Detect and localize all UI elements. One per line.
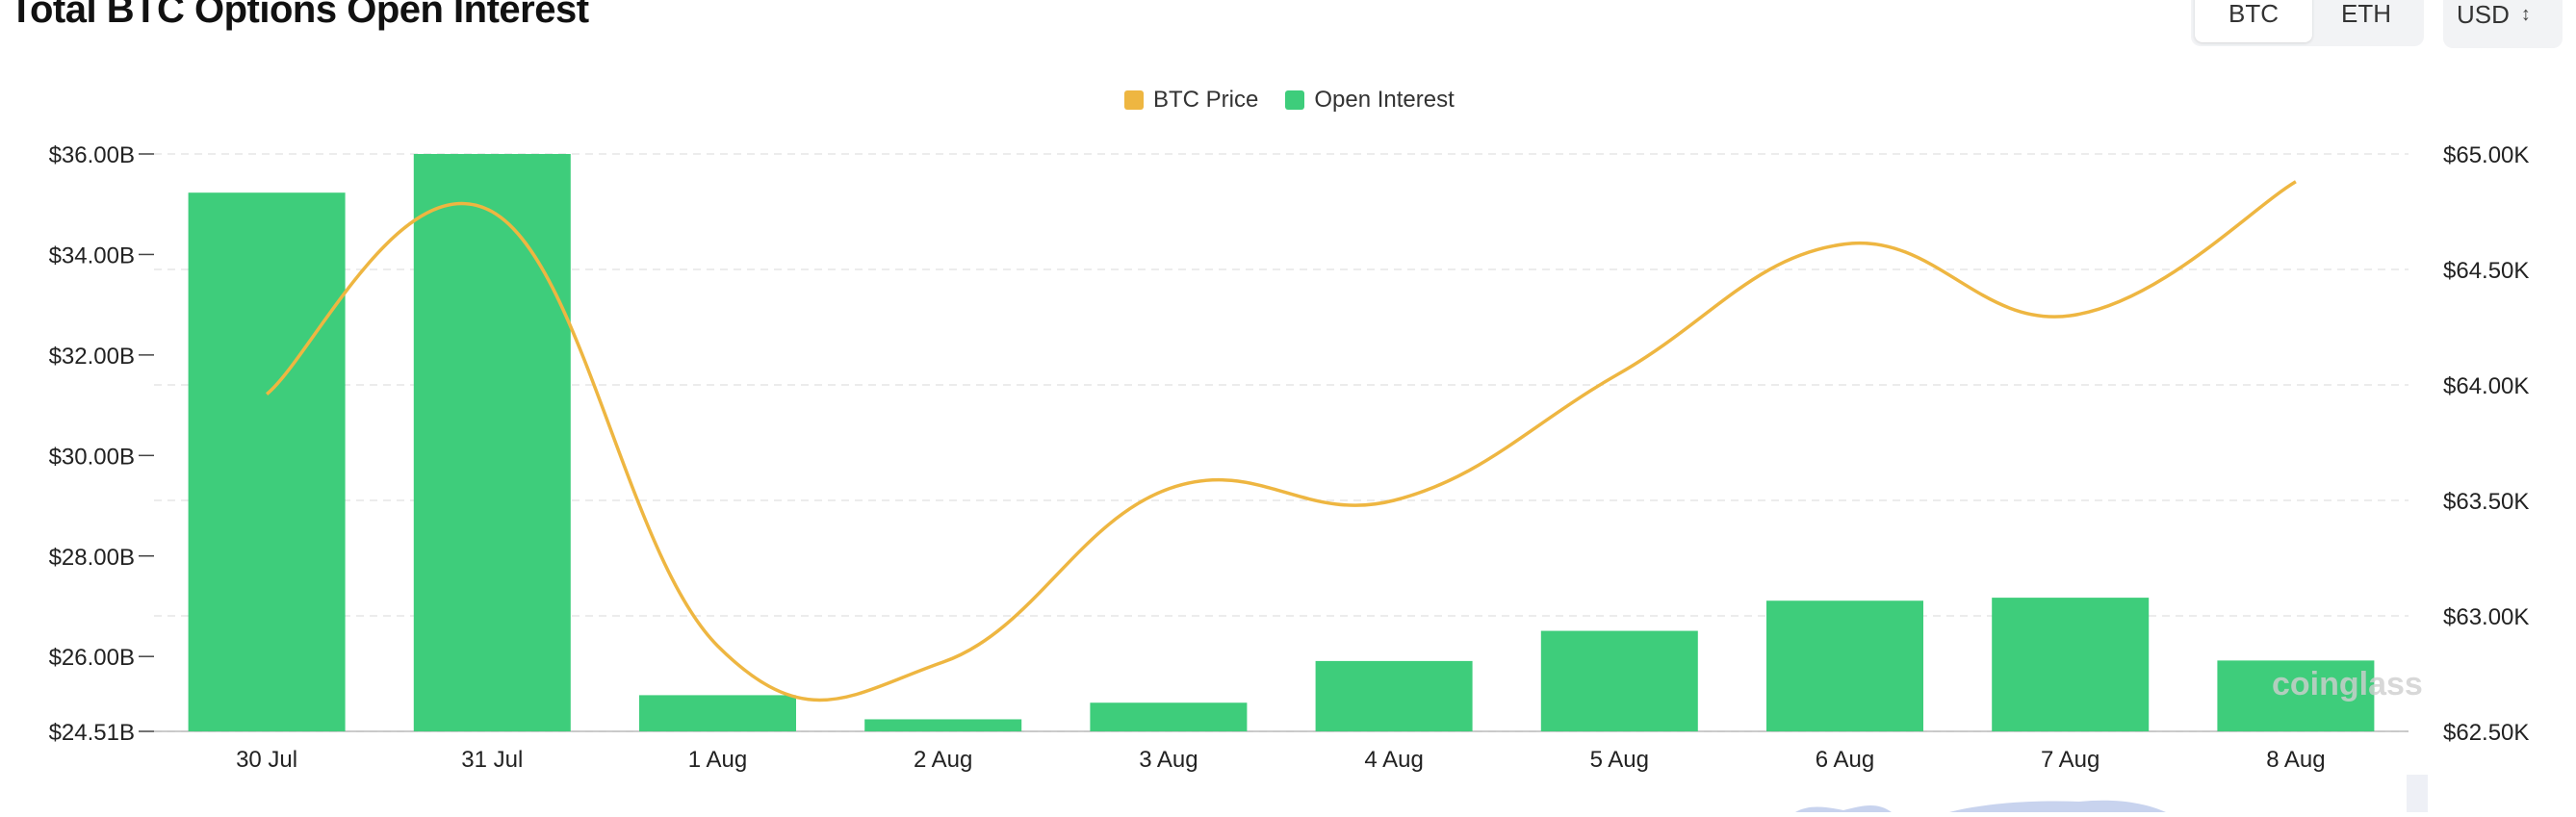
x-axis-tick-label: 2 Aug xyxy=(914,747,972,773)
open-interest-bar[interactable] xyxy=(1540,630,1698,731)
left-axis-tick-label: $34.00B xyxy=(49,243,135,268)
open-interest-bar[interactable] xyxy=(1315,660,1473,731)
open-interest-bar[interactable] xyxy=(2217,660,2375,731)
chart-zoom-slider[interactable] xyxy=(0,775,2576,812)
x-axis-tick-label: 1 Aug xyxy=(688,747,747,773)
currency-select-value: USD xyxy=(2457,0,2510,29)
chart-legend: BTC Price Open Interest xyxy=(1124,87,1455,114)
legend-label-open-interest: Open Interest xyxy=(1314,87,1455,113)
left-axis-tick-label: $24.51B xyxy=(49,720,135,746)
open-interest-bar[interactable] xyxy=(188,192,346,732)
right-axis-tick-label: $65.00K xyxy=(2443,142,2529,168)
x-axis-tick-label: 3 Aug xyxy=(1139,747,1198,773)
chevron-updown-icon: ↕ xyxy=(2520,3,2531,25)
asset-toggle: BTC ETH xyxy=(2191,0,2424,46)
right-axis-tick-label: $63.50K xyxy=(2443,489,2529,515)
open-interest-bar[interactable] xyxy=(1992,598,2150,731)
btc-price-line[interactable] xyxy=(265,180,2297,702)
open-interest-bar[interactable] xyxy=(1090,702,1248,731)
currency-select[interactable]: USD ↕ xyxy=(2443,0,2563,48)
right-axis-tick-label: $62.50K xyxy=(2443,720,2529,746)
left-axis-tick-label: $32.00B xyxy=(49,344,135,370)
tab-eth[interactable]: ETH xyxy=(2341,0,2391,28)
open-interest-bar[interactable] xyxy=(639,695,796,731)
open-interest-bar[interactable] xyxy=(1766,600,1923,731)
x-axis-tick-label: 5 Aug xyxy=(1590,747,1649,773)
watermark-text: coinglass xyxy=(2272,666,2423,702)
legend-item-price[interactable]: BTC Price xyxy=(1124,87,1258,114)
x-axis-tick-label: 8 Aug xyxy=(2266,747,2325,773)
legend-item-open-interest[interactable]: Open Interest xyxy=(1285,87,1455,114)
left-axis-tick-label: $30.00B xyxy=(49,444,135,470)
right-axis-tick-label: $64.00K xyxy=(2443,373,2529,399)
left-axis-tick-label: $26.00B xyxy=(49,645,135,671)
legend-swatch-open-interest xyxy=(1285,90,1305,110)
zoom-slider-preview xyxy=(1795,775,2428,812)
x-axis-tick-label: 6 Aug xyxy=(1816,747,1874,773)
open-interest-bar[interactable] xyxy=(864,719,1022,731)
tab-btc[interactable]: BTC xyxy=(2195,0,2312,42)
left-axis-tick-label: $28.00B xyxy=(49,545,135,571)
open-interest-bar[interactable] xyxy=(413,154,571,731)
left-axis-tick-label: $36.00B xyxy=(49,142,135,168)
x-axis-tick-label: 31 Jul xyxy=(461,747,523,773)
x-axis-tick-label: 30 Jul xyxy=(236,747,297,773)
legend-label-price: BTC Price xyxy=(1153,87,1259,113)
page-title: Total BTC Options Open Interest xyxy=(10,0,589,31)
x-axis-tick-label: 7 Aug xyxy=(2041,747,2099,773)
x-axis-tick-label: 4 Aug xyxy=(1364,747,1423,773)
right-axis-tick-label: $63.00K xyxy=(2443,604,2529,630)
right-axis-tick-label: $64.50K xyxy=(2443,258,2529,284)
legend-swatch-price xyxy=(1124,90,1144,110)
